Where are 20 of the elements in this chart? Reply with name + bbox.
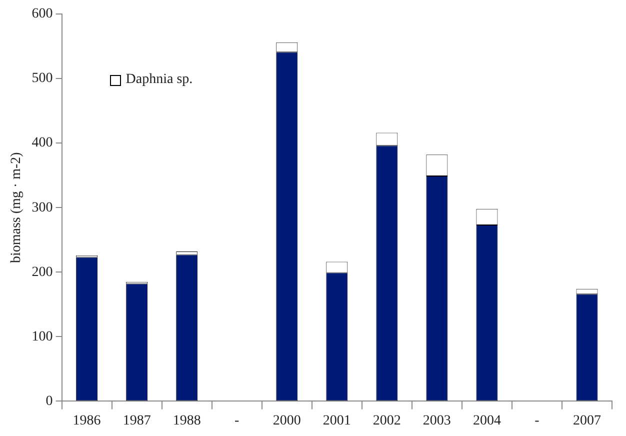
x-tick-label: - xyxy=(234,413,240,428)
y-tick-label: 600 xyxy=(32,6,53,22)
y-tick-label: 100 xyxy=(32,329,53,344)
x-tick-label: 2004 xyxy=(472,413,501,428)
x-tick-label: 2003 xyxy=(422,413,451,428)
x-tick-label: 2007 xyxy=(572,413,601,428)
y-tick-label: 200 xyxy=(32,264,53,280)
x-tick-label: 2000 xyxy=(272,413,301,428)
x-tick-label: 1986 xyxy=(72,413,101,428)
x-tick-label: 1987 xyxy=(122,413,151,428)
y-tick-label: 300 xyxy=(32,200,53,216)
y-tick-label: 400 xyxy=(32,136,53,151)
x-tick-label: 2002 xyxy=(372,413,401,428)
x-tick-label: 1988 xyxy=(172,413,201,428)
x-tick-label: - xyxy=(534,413,540,428)
y-tick-label: 0 xyxy=(46,394,53,409)
x-tick-label: 2001 xyxy=(322,413,351,428)
text: Daphnia sp. xyxy=(126,72,193,88)
y-axis-title: biomass (mg · m-2) xyxy=(9,152,24,264)
y-tick-label: 500 xyxy=(32,71,53,86)
